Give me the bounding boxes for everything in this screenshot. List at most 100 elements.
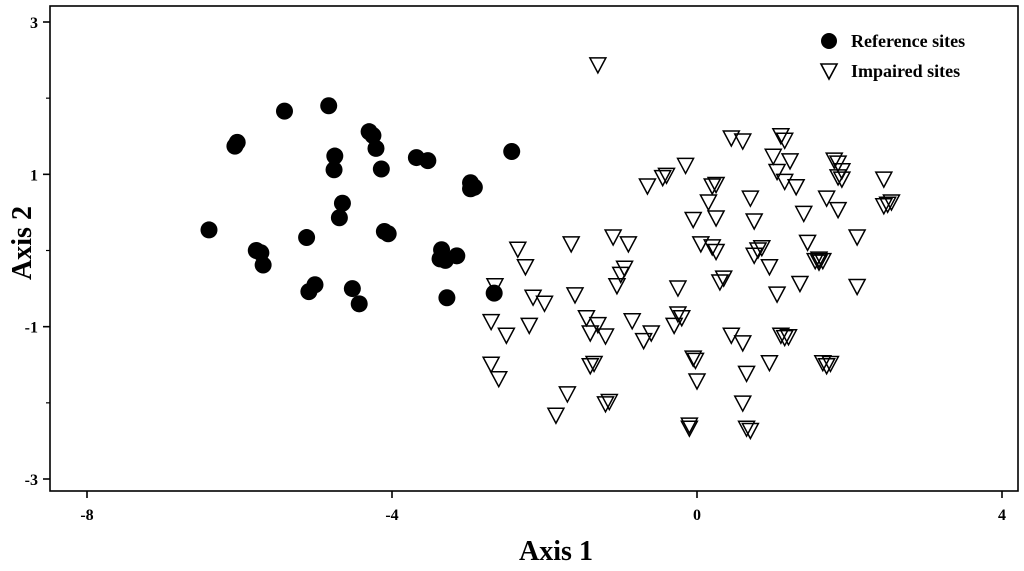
impaired-site-point xyxy=(680,420,699,438)
reference-site-point xyxy=(419,152,437,170)
legend-label-impaired: Impaired sites xyxy=(851,61,960,81)
reference-site-point xyxy=(448,247,466,265)
reference-site-point xyxy=(320,97,338,115)
x-axis-ticks: -8 -4 0 4 xyxy=(80,491,1006,524)
reference-site-point xyxy=(503,142,521,160)
reference-site-point xyxy=(465,178,483,196)
reference-site-point xyxy=(343,280,361,298)
impaired-site-point xyxy=(691,236,711,254)
impaired-site-point xyxy=(764,148,783,166)
impaired-site-point xyxy=(809,251,829,269)
impaired-site-point xyxy=(733,133,752,151)
impaired-site-point xyxy=(584,355,604,374)
x-tick-label: 4 xyxy=(998,507,1006,524)
impaired-site-point xyxy=(760,354,779,373)
y-tick-label: -3 xyxy=(25,472,38,489)
impaired-site-point xyxy=(703,178,722,196)
impaired-site-point xyxy=(794,205,813,224)
impaired-site-point xyxy=(706,176,726,195)
impaired-site-point xyxy=(722,130,741,148)
x-tick-label: -4 xyxy=(385,507,398,524)
impaired-site-point xyxy=(775,329,794,348)
plot-frame xyxy=(49,5,1019,492)
impaired-site-point xyxy=(516,258,535,277)
impaired-site-point xyxy=(481,313,501,332)
reference-site-point xyxy=(438,289,456,307)
impaired-site-point xyxy=(733,335,752,353)
reference-site-point xyxy=(333,194,351,212)
impaired-site-point xyxy=(596,396,615,414)
legend-label-reference: Reference sites xyxy=(851,31,965,51)
impaired-site-point xyxy=(744,213,764,231)
impaired-site-point xyxy=(737,365,756,383)
impaired-site-point xyxy=(600,393,619,412)
reference-site-point xyxy=(379,225,397,243)
y-tick-label: 3 xyxy=(30,15,38,32)
impaired-site-point xyxy=(706,210,726,228)
reference-site-point xyxy=(367,139,385,157)
impaired-site-point xyxy=(771,127,791,146)
impaired-site-point xyxy=(809,254,829,272)
reference-site-point xyxy=(298,229,316,247)
impaired-site-point xyxy=(874,198,894,216)
reference-site-point xyxy=(326,147,344,165)
x-tick-label: -8 xyxy=(80,507,93,524)
impaired-site-point xyxy=(619,236,638,254)
legend-marker-impaired xyxy=(819,63,839,81)
impaired-site-point xyxy=(733,395,752,413)
impaired-site-point xyxy=(485,278,505,296)
impaired-site-point xyxy=(561,236,581,254)
impaired-site-point xyxy=(775,132,794,150)
impaired-site-point xyxy=(790,275,810,294)
impaired-site-point xyxy=(607,278,627,296)
data-points xyxy=(200,57,901,441)
impaired-site-point xyxy=(668,280,688,298)
impaired-site-point xyxy=(653,169,672,188)
impaired-site-point xyxy=(798,234,817,252)
impaired-site-point xyxy=(481,356,501,374)
impaired-site-point xyxy=(611,266,630,284)
impaired-site-point xyxy=(741,190,760,208)
impaired-site-point xyxy=(832,171,852,189)
reference-site-point xyxy=(364,126,382,144)
reference-site-point xyxy=(306,276,324,294)
impaired-site-point xyxy=(741,422,760,441)
impaired-site-point xyxy=(786,179,806,197)
impaired-site-point xyxy=(664,317,684,335)
y-axis-title: Axis 2 xyxy=(7,206,38,280)
impaired-site-point xyxy=(767,163,787,182)
reference-site-point xyxy=(372,160,390,178)
impaired-site-point xyxy=(748,242,768,260)
impaired-site-point xyxy=(596,328,615,346)
impaired-site-point xyxy=(672,310,691,328)
impaired-site-point xyxy=(828,169,848,187)
impaired-site-point xyxy=(771,327,791,345)
impaired-site-point xyxy=(817,190,836,208)
impaired-site-point xyxy=(767,286,787,304)
impaired-site-point xyxy=(489,370,508,389)
impaired-site-point xyxy=(714,270,733,288)
impaired-site-point xyxy=(744,247,764,265)
impaired-site-point xyxy=(546,407,566,425)
reference-site-point xyxy=(200,221,218,239)
impaired-site-point xyxy=(699,194,718,212)
impaired-site-point xyxy=(703,239,722,257)
impaired-site-point xyxy=(622,313,642,331)
impaired-site-point xyxy=(813,252,833,271)
impaired-site-point xyxy=(874,171,894,189)
x-tick-label: 0 xyxy=(693,507,701,524)
impaired-site-point xyxy=(535,295,554,313)
impaired-site-point xyxy=(710,274,730,292)
y-tick-label: -1 xyxy=(25,320,38,337)
reference-site-point xyxy=(330,209,348,227)
legend-marker-reference xyxy=(821,33,837,49)
impaired-site-point xyxy=(565,287,585,305)
impaired-site-point xyxy=(581,358,600,376)
impaired-site-point xyxy=(780,153,800,171)
impaired-site-point xyxy=(828,201,848,220)
impaired-site-point xyxy=(634,332,653,351)
impaired-site-point xyxy=(683,211,703,230)
impaired-site-point xyxy=(779,329,798,347)
